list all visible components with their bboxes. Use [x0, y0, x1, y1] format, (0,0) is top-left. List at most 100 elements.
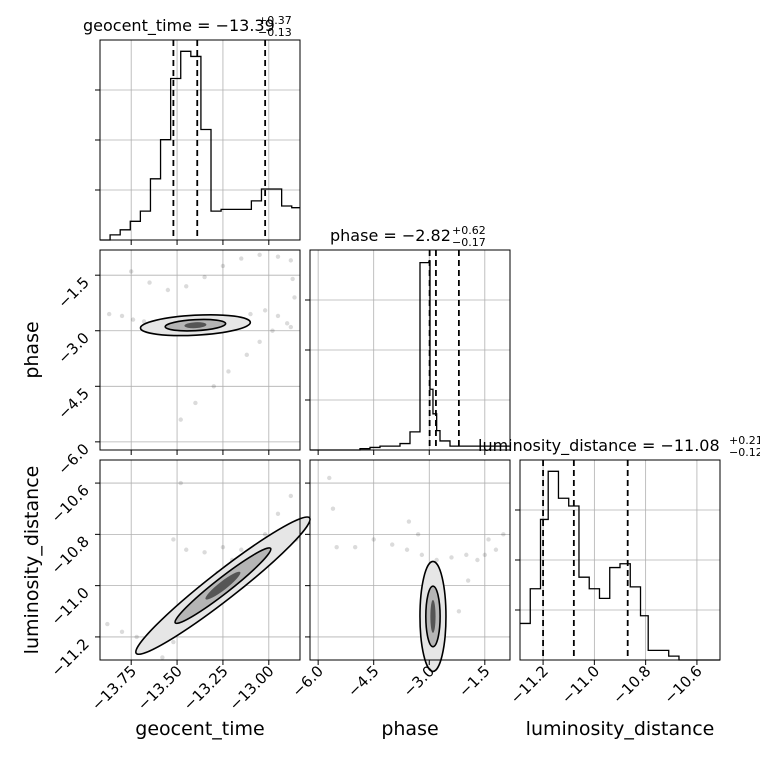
- geocent_time-title-plus: +0.37: [258, 14, 292, 27]
- sample-point: [415, 532, 421, 537]
- sample-point: [404, 547, 410, 552]
- phase-title-plus: +0.62: [452, 224, 486, 237]
- sample-point: [257, 339, 262, 345]
- phase-title-minus: −0.17: [452, 236, 486, 249]
- sample-point: [202, 550, 207, 555]
- sample-point: [352, 544, 358, 550]
- sample-point: [171, 639, 176, 645]
- sample-point: [134, 634, 139, 640]
- panel-frame: [99, 39, 301, 241]
- sample-point: [456, 609, 462, 614]
- sample-point: [220, 544, 226, 550]
- sample-point: [160, 655, 165, 660]
- sample-point: [449, 555, 454, 560]
- sample-point: [275, 254, 281, 259]
- grid: [310, 250, 510, 450]
- sample-point: [330, 506, 336, 511]
- sample-point: [334, 544, 339, 550]
- histogram-step-line: [520, 470, 720, 661]
- sample-point: [486, 537, 491, 542]
- grid: [100, 40, 300, 240]
- sample-point: [262, 532, 268, 537]
- sample-point: [465, 578, 471, 583]
- sample-point: [128, 269, 134, 274]
- contour-outer: [139, 313, 252, 337]
- phase-vs-luminosity_distance-panel: −6.0 −4.5 −3.0 −1.5: [288, 459, 511, 701]
- sample-point: [290, 276, 295, 282]
- sample-point: [288, 258, 294, 263]
- density-peak: [184, 322, 207, 329]
- sample-point: [178, 417, 183, 422]
- sample-point: [262, 308, 268, 313]
- sample-point: [178, 480, 183, 486]
- contour-inner: [174, 547, 272, 625]
- sample-point: [270, 328, 275, 333]
- sample-point: [184, 284, 189, 289]
- grid: [100, 250, 300, 450]
- luminosity_distance-title: luminosity_distance = −11.08: [478, 436, 720, 456]
- panel-frame: [99, 459, 301, 661]
- sample-point: [493, 547, 499, 552]
- contour-inner: [164, 318, 227, 332]
- geocent_time-histogram-panel: [95, 39, 301, 245]
- sample-point: [119, 629, 125, 634]
- panel-frame: [99, 249, 301, 451]
- sample-point: [165, 287, 171, 293]
- phase-title: phase = −2.82: [330, 226, 451, 245]
- sample-point: [288, 493, 294, 499]
- sample-point: [220, 263, 226, 269]
- sample-point: [184, 547, 189, 552]
- x-axis-label-geocent_time: geocent_time: [135, 718, 264, 740]
- sample-point: [239, 547, 244, 552]
- sample-point: [193, 400, 198, 406]
- geocent_time-title: geocent_time = −13.39: [83, 16, 275, 36]
- geocent_time-title-minus: −0.13: [258, 26, 292, 39]
- sample-point: [288, 324, 294, 330]
- density-peak: [205, 571, 241, 600]
- sample-point: [226, 369, 231, 374]
- grid: [310, 460, 510, 660]
- x-axis-label-phase: phase: [381, 718, 438, 740]
- sample-point: [327, 475, 332, 481]
- sample-point: [275, 511, 281, 517]
- panel-frame: [309, 459, 511, 661]
- x-axis-label-luminosity_distance: luminosity_distance: [526, 718, 715, 740]
- sample-point: [482, 552, 488, 558]
- phase-histogram-panel: [305, 249, 511, 455]
- density-peak: [430, 599, 436, 633]
- contours: [139, 313, 252, 337]
- sample-point: [106, 311, 112, 317]
- sample-point: [211, 384, 216, 389]
- sample-point: [419, 552, 425, 558]
- sample-point: [105, 621, 110, 627]
- sample-point: [239, 256, 244, 261]
- sample-point: [434, 557, 439, 563]
- y-axis-label-phase: phase: [21, 321, 43, 378]
- sample-point: [284, 321, 290, 326]
- sample-point: [475, 557, 480, 563]
- contours: [135, 516, 311, 656]
- sample-point: [248, 311, 253, 317]
- histogram-step-line: [100, 50, 300, 241]
- sample-point: [464, 552, 469, 558]
- sample-point: [371, 537, 376, 542]
- contour-outer: [419, 560, 447, 673]
- panel-frame: [519, 459, 721, 661]
- sample-point: [147, 280, 152, 285]
- sample-point: [275, 313, 281, 319]
- luminosity_distance-title-plus: +0.21: [729, 434, 760, 447]
- sample-point: [390, 542, 395, 547]
- sample-point: [257, 252, 262, 258]
- panel-frame: [309, 249, 511, 451]
- sample-point: [501, 532, 506, 537]
- sample-point: [171, 537, 176, 542]
- y-axis-label-luminosity_distance: luminosity_distance: [21, 466, 43, 655]
- sample-point: [244, 352, 249, 358]
- sample-point: [202, 274, 207, 280]
- contours: [419, 560, 447, 673]
- sample-point: [292, 295, 297, 300]
- sample-point: [406, 519, 412, 524]
- sample-point: [119, 313, 125, 319]
- contour-inner: [425, 585, 441, 648]
